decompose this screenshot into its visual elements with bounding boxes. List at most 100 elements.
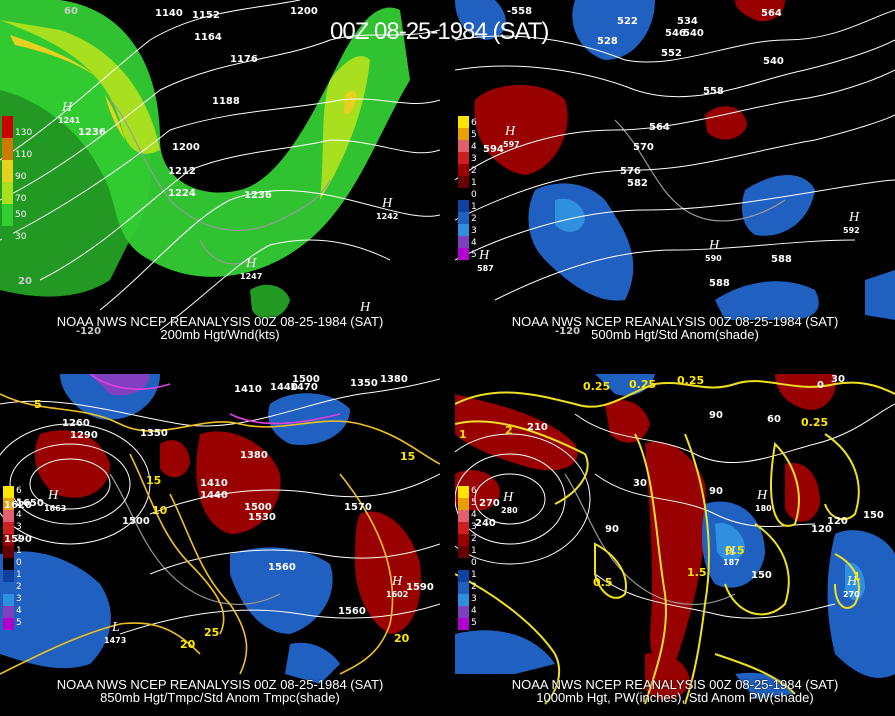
high-marker: H xyxy=(503,490,514,505)
temp-label: 25 xyxy=(204,626,220,639)
panel-title-line1: NOAA NWS NCEP REANALYSIS 00Z 08-25-1984 … xyxy=(56,677,384,692)
height-label: 1176 xyxy=(230,54,258,65)
legend-label: 5 xyxy=(471,498,477,508)
height-label: 150 xyxy=(751,570,772,581)
height-label: 1140 xyxy=(155,8,183,19)
coastline xyxy=(614,119,786,222)
height-label: 180 xyxy=(755,504,772,513)
jet-max-2 xyxy=(105,95,125,140)
legend-label: 50 xyxy=(15,210,27,220)
panel-title-line2: 500mb Hgt/Std Anom(shade) xyxy=(591,327,759,342)
anom-negative-strong xyxy=(555,198,585,232)
height-label: 564 xyxy=(649,122,670,133)
height-label: 1242 xyxy=(376,212,399,221)
high-marker: H xyxy=(246,256,257,271)
legend-label: 2 xyxy=(16,534,22,544)
height-label: 240 xyxy=(475,518,496,529)
legend-label: 130 xyxy=(15,128,33,138)
temp-label: 15 xyxy=(400,450,416,463)
anom-negative xyxy=(865,270,895,320)
map-label: -120 xyxy=(555,326,581,337)
high-marker: H xyxy=(847,574,858,589)
panel-1000mb: 6 5 4 3 2 1 0 1 2 3 4 5 H 270 240 280 21… xyxy=(455,374,895,716)
legend-label: 1 xyxy=(16,546,22,556)
height-label: 1236 xyxy=(78,127,106,138)
jet-core-1 xyxy=(0,20,160,154)
cold-temperature-contours xyxy=(89,374,341,425)
legend-label: 2 xyxy=(471,534,477,544)
legend-label: 4 xyxy=(471,510,477,520)
panel-850mb: 6 5 4 3 2 1 0 1 2 3 4 5 1500 1380 1410 1… xyxy=(0,374,440,716)
anom-positive xyxy=(196,431,281,534)
height-contours xyxy=(455,9,895,301)
height-label: 60 xyxy=(767,414,781,425)
anom-negative xyxy=(230,547,333,634)
panel-title-line1: NOAA NWS NCEP REANALYSIS 00Z 08-25-1984 … xyxy=(511,314,839,329)
anom-positive xyxy=(775,374,836,410)
temp-label: 20 xyxy=(180,638,196,651)
panel-200mb: 130 110 90 70 50 30 1140 1152 1164 1176 … xyxy=(0,0,440,342)
legend-label: 4 xyxy=(16,510,22,520)
anom-negative xyxy=(572,0,655,60)
anom-negative xyxy=(455,0,506,40)
high-marker: H xyxy=(479,248,490,263)
height-label: 210 xyxy=(527,422,548,433)
jet-max-1 xyxy=(10,35,100,80)
legend-label: 2 xyxy=(471,214,477,224)
high-marker: H xyxy=(725,544,736,559)
anom-negative xyxy=(735,672,795,699)
legend-label: 5 xyxy=(16,618,22,628)
pw-label: 0.25 xyxy=(677,374,705,387)
height-label: -558 xyxy=(507,6,533,17)
legend-label: 1 xyxy=(471,546,477,556)
pw-label: 0.5 xyxy=(725,544,745,557)
temperature-contours xyxy=(0,393,440,675)
panel-title-line2: 1000mb Hgt, PW(inches), Std Anom PW(shad… xyxy=(536,690,814,705)
legend-label: 3 xyxy=(16,522,22,532)
legend-label: 2 xyxy=(471,166,477,176)
legend-label: 0 xyxy=(471,190,477,200)
legend-label: 6 xyxy=(471,118,477,128)
legend-label: 3 xyxy=(471,522,477,532)
main-title: 00Z 08-25-1984 (SAT) xyxy=(330,18,549,45)
height-label: 90 xyxy=(709,410,723,421)
height-label: 528 xyxy=(597,36,618,47)
height-label: 1260 xyxy=(62,418,90,429)
height-label: 1590 xyxy=(4,534,32,545)
height-label: 30 xyxy=(831,374,845,385)
anom-negative-strong xyxy=(715,523,745,561)
anom-positive xyxy=(735,0,785,22)
high-marker: H xyxy=(392,574,403,589)
legend-label: 0 xyxy=(16,558,22,568)
high-marker: H xyxy=(505,124,516,139)
height-label: 534 xyxy=(677,16,698,27)
panel-500mb: 6 5 4 3 2 1 0 1 2 3 4 5 -558 522 528 534… xyxy=(455,0,895,342)
height-label: 1530 xyxy=(248,512,276,523)
pw-label: 1.5 xyxy=(687,566,707,579)
anom-negative xyxy=(528,183,634,301)
legend-label: 5 xyxy=(471,618,477,628)
height-label: 270 xyxy=(479,498,500,509)
legend-label: 2 xyxy=(471,582,477,592)
height-label: 1224 xyxy=(168,188,196,199)
legend-label: 6 xyxy=(471,486,477,496)
height-label: 1290 xyxy=(70,430,98,441)
legend-label: 3 xyxy=(16,594,22,604)
height-label: 1500 xyxy=(244,502,272,513)
panel-title-line1: NOAA NWS NCEP REANALYSIS 00Z 08-25-1984 … xyxy=(56,314,384,329)
anom-negative xyxy=(268,393,350,445)
height-label: 540 xyxy=(763,56,784,67)
map-label: 60 xyxy=(64,6,78,17)
anom-positive xyxy=(645,653,690,700)
high-marker: H xyxy=(849,210,860,225)
map-1000mb xyxy=(455,374,895,705)
height-label: 587 xyxy=(477,264,494,273)
height-label: 0 xyxy=(817,380,824,391)
pw-label: 0.25 xyxy=(583,380,611,393)
height-label: 590 xyxy=(705,254,722,263)
map-850mb xyxy=(0,374,440,684)
height-label: 90 xyxy=(709,486,723,497)
temp-label: 15 xyxy=(146,474,162,487)
height-label: 1241 xyxy=(58,116,81,125)
height-label: 522 xyxy=(617,16,638,27)
